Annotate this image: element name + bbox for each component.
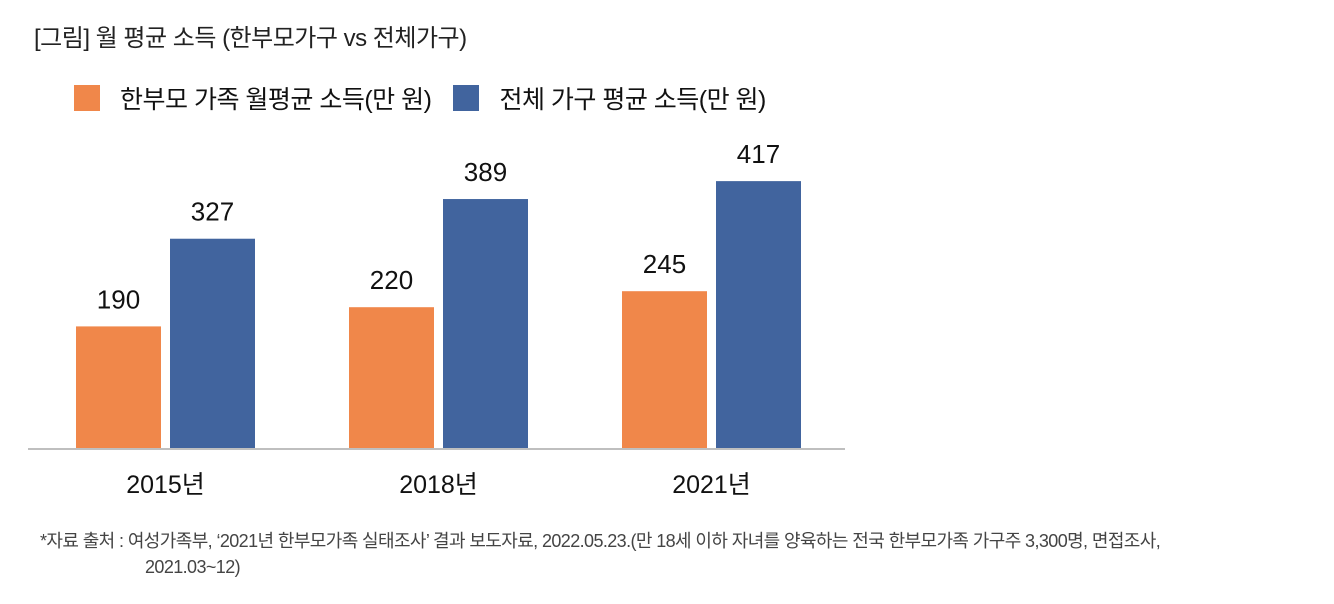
legend-swatch-blue	[453, 85, 480, 111]
bar-chart: 190 327 2015년 220 389 2018년 245 417 2021년	[28, 139, 845, 499]
legend-item-single-parent: 한부모 가족 월평균 소득(만 원)	[74, 80, 432, 116]
data-label: 417	[737, 139, 780, 169]
source-line-1: *자료 출처 : 여성가족부, ‘2021년 한부모가족 실태조사’ 결과 보도…	[40, 531, 1161, 551]
data-label: 245	[643, 249, 686, 279]
bar-all-households-2	[716, 181, 801, 448]
x-tick-label: 2018년	[399, 471, 478, 499]
legend-label: 한부모 가족 월평균 소득(만 원)	[120, 86, 432, 114]
legend-item-all-households: 전체 가구 평균 소득(만 원)	[453, 80, 766, 116]
data-label: 190	[97, 284, 140, 314]
bar-all-households-1	[443, 199, 528, 448]
data-label: 389	[464, 157, 507, 187]
data-label: 327	[191, 197, 234, 227]
bar-all-households-0	[170, 238, 255, 448]
data-label: 220	[370, 265, 413, 295]
bar-single-parent-0	[76, 326, 161, 448]
legend: 한부모 가족 월평균 소득(만 원) 전체 가구 평균 소득(만 원)	[74, 80, 788, 116]
chart-title: [그림] 월 평균 소득 (한부모가구 vs 전체가구)	[34, 25, 467, 52]
legend-swatch-orange	[74, 85, 100, 111]
legend-label: 전체 가구 평균 소득(만 원)	[499, 86, 766, 114]
x-tick-label: 2015년	[126, 471, 205, 499]
source-note: *자료 출처 : 여성가족부, ‘2021년 한부모가족 실태조사’ 결과 보도…	[40, 528, 1161, 580]
source-line-2: 2021.03~12)	[145, 557, 241, 577]
x-tick-label: 2021년	[672, 471, 751, 499]
bar-single-parent-1	[349, 307, 434, 448]
bar-single-parent-2	[622, 291, 707, 448]
